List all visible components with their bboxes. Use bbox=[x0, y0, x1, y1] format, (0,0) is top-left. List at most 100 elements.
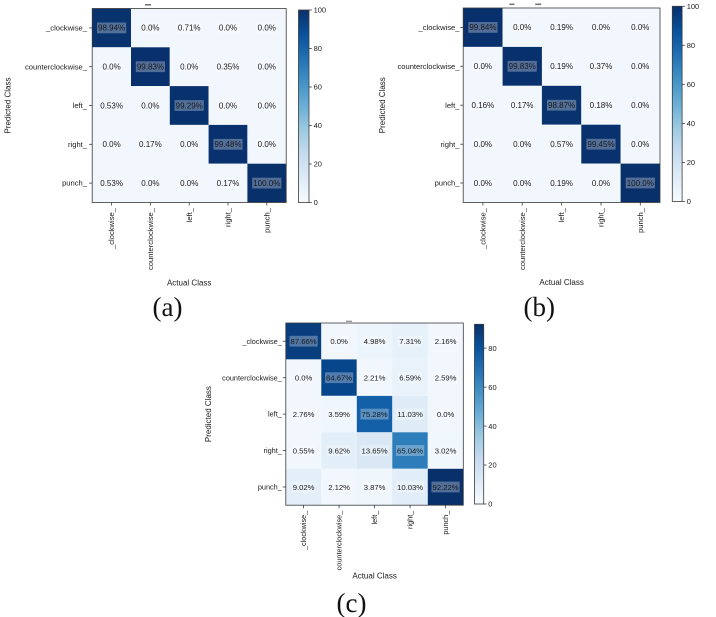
svg-text:0: 0 bbox=[314, 198, 318, 207]
svg-text:0.53%: 0.53% bbox=[100, 101, 123, 110]
svg-text:84.67%: 84.67% bbox=[326, 374, 352, 383]
svg-text:9.62%: 9.62% bbox=[328, 446, 350, 455]
svg-text:2.16%: 2.16% bbox=[435, 337, 457, 346]
svg-text:left_: left_ bbox=[370, 510, 379, 525]
svg-text:counterclockwise_: counterclockwise_ bbox=[335, 510, 344, 571]
svg-text:0.0%: 0.0% bbox=[295, 374, 313, 383]
svg-text:4.98%: 4.98% bbox=[364, 337, 386, 346]
svg-text:left_: left_ bbox=[445, 101, 460, 110]
svg-text:Predicted Class: Predicted Class bbox=[4, 77, 13, 133]
svg-text:20: 20 bbox=[314, 160, 322, 169]
svg-text:left_: left_ bbox=[268, 410, 283, 419]
svg-text:100.0%: 100.0% bbox=[253, 179, 280, 188]
svg-text:punch_: punch_ bbox=[441, 510, 450, 535]
svg-text:0.0%: 0.0% bbox=[180, 63, 198, 72]
svg-text:_clockwise_: _clockwise_ bbox=[299, 510, 308, 551]
svg-text:_clockwise_: _clockwise_ bbox=[479, 207, 488, 250]
svg-text:87.66%: 87.66% bbox=[291, 337, 317, 346]
svg-text:0.0%: 0.0% bbox=[631, 62, 649, 71]
svg-text:0.0%: 0.0% bbox=[592, 23, 610, 32]
svg-text:0.16%: 0.16% bbox=[472, 101, 495, 110]
svg-text:60: 60 bbox=[687, 80, 695, 89]
svg-text:right_: right_ bbox=[406, 510, 415, 529]
svg-text:0: 0 bbox=[687, 197, 691, 206]
svg-text:0.0%: 0.0% bbox=[219, 24, 237, 33]
svg-text:Predicted Class: Predicted Class bbox=[378, 77, 387, 133]
svg-text:0.55%: 0.55% bbox=[293, 446, 315, 455]
svg-text:(c): (c) bbox=[337, 588, 367, 617]
svg-text:0.0%: 0.0% bbox=[180, 140, 198, 149]
svg-text:counterclockwise_: counterclockwise_ bbox=[397, 62, 460, 71]
svg-text:10.03%: 10.03% bbox=[397, 483, 423, 492]
svg-text:punch_: punch_ bbox=[262, 207, 271, 233]
svg-text:right_: right_ bbox=[264, 446, 283, 455]
svg-text:3.02%: 3.02% bbox=[435, 446, 457, 455]
svg-text:0.0%: 0.0% bbox=[258, 140, 276, 149]
svg-text:punch_: punch_ bbox=[62, 179, 88, 188]
svg-text:left_: left_ bbox=[73, 101, 88, 110]
svg-text:0.0%: 0.0% bbox=[180, 179, 198, 188]
svg-text:0.37%: 0.37% bbox=[590, 62, 613, 71]
svg-text:punch_: punch_ bbox=[258, 483, 283, 492]
svg-text:100: 100 bbox=[687, 2, 700, 11]
svg-text:0.0%: 0.0% bbox=[631, 140, 649, 149]
svg-text:20: 20 bbox=[687, 158, 695, 167]
svg-text:0.0%: 0.0% bbox=[141, 24, 159, 33]
svg-text:40: 40 bbox=[687, 119, 695, 128]
svg-text:2.76%: 2.76% bbox=[293, 410, 315, 419]
svg-text:0.0%: 0.0% bbox=[141, 179, 159, 188]
svg-text:right_: right_ bbox=[224, 207, 233, 227]
svg-text:right_: right_ bbox=[441, 140, 461, 149]
svg-text:right_: right_ bbox=[68, 140, 88, 149]
svg-text:75.28%: 75.28% bbox=[362, 410, 388, 419]
svg-text:0.0%: 0.0% bbox=[258, 63, 276, 72]
svg-text:80: 80 bbox=[687, 41, 695, 50]
svg-text:2.21%: 2.21% bbox=[364, 374, 386, 383]
svg-text:100.0%: 100.0% bbox=[627, 179, 654, 188]
svg-text:7.31%: 7.31% bbox=[399, 337, 421, 346]
svg-text:0.0%: 0.0% bbox=[474, 140, 492, 149]
svg-text:0.53%: 0.53% bbox=[100, 179, 123, 188]
svg-text:20: 20 bbox=[488, 461, 496, 470]
svg-text:6.59%: 6.59% bbox=[399, 374, 421, 383]
svg-text:0.19%: 0.19% bbox=[550, 62, 573, 71]
svg-text:99.45%: 99.45% bbox=[587, 140, 614, 149]
svg-text:100: 100 bbox=[314, 6, 327, 15]
svg-text:0.0%: 0.0% bbox=[474, 179, 492, 188]
svg-text:0: 0 bbox=[488, 500, 492, 509]
svg-text:counterclockwise_: counterclockwise_ bbox=[518, 207, 527, 270]
svg-text:0.0%: 0.0% bbox=[592, 179, 610, 188]
svg-text:0.0%: 0.0% bbox=[513, 140, 531, 149]
svg-text:Predicted Class: Predicted Class bbox=[204, 386, 213, 442]
svg-text:punch_: punch_ bbox=[435, 179, 461, 188]
svg-text:99.29%: 99.29% bbox=[176, 101, 203, 110]
svg-text:0.71%: 0.71% bbox=[178, 24, 201, 33]
svg-text:99.83%: 99.83% bbox=[137, 63, 164, 72]
svg-text:punch_: punch_ bbox=[636, 207, 645, 233]
svg-text:0.0%: 0.0% bbox=[437, 410, 455, 419]
svg-text:98.94%: 98.94% bbox=[98, 24, 125, 33]
svg-text:2.12%: 2.12% bbox=[328, 483, 350, 492]
svg-text:Actual Class: Actual Class bbox=[352, 572, 396, 581]
svg-text:Actual Class: Actual Class bbox=[539, 278, 583, 287]
svg-text:0.18%: 0.18% bbox=[590, 101, 613, 110]
svg-text:0.0%: 0.0% bbox=[102, 63, 120, 72]
svg-text:left_: left_ bbox=[557, 207, 566, 222]
svg-text:0.0%: 0.0% bbox=[141, 101, 159, 110]
svg-text:0.0%: 0.0% bbox=[513, 23, 531, 32]
svg-text:0.0%: 0.0% bbox=[631, 101, 649, 110]
svg-text:0.0%: 0.0% bbox=[258, 101, 276, 110]
svg-text:_clockwise_: _clockwise_ bbox=[45, 24, 88, 33]
svg-text:0.57%: 0.57% bbox=[550, 140, 573, 149]
svg-text:40: 40 bbox=[488, 422, 496, 431]
svg-text:0.0%: 0.0% bbox=[513, 179, 531, 188]
svg-text:0.0%: 0.0% bbox=[102, 140, 120, 149]
svg-text:right_: right_ bbox=[597, 207, 606, 227]
svg-text:(a): (a) bbox=[153, 292, 183, 322]
svg-text:0.0%: 0.0% bbox=[219, 101, 237, 110]
svg-text:_clockwise_: _clockwise_ bbox=[418, 23, 461, 32]
svg-text:0.0%: 0.0% bbox=[258, 24, 276, 33]
svg-text:counterclockwise_: counterclockwise_ bbox=[25, 62, 88, 71]
svg-text:0.17%: 0.17% bbox=[217, 179, 240, 188]
svg-text:99.84%: 99.84% bbox=[469, 23, 496, 32]
